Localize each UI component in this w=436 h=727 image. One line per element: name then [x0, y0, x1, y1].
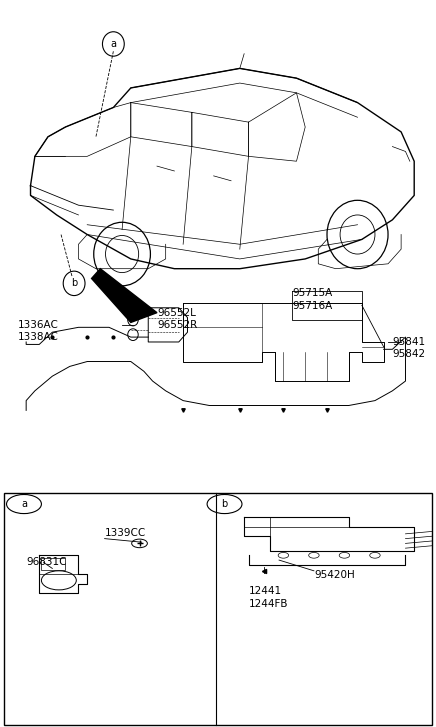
Text: 96831C: 96831C: [26, 558, 67, 568]
Text: 96552L
96552R: 96552L 96552R: [157, 308, 197, 330]
Text: a: a: [110, 39, 116, 49]
Text: 95841
95842: 95841 95842: [392, 337, 426, 359]
Polygon shape: [92, 269, 157, 323]
Text: b: b: [221, 499, 228, 509]
Text: 1339CC: 1339CC: [105, 528, 146, 538]
Text: 95420H: 95420H: [314, 570, 354, 579]
Text: 12441
1244FB: 12441 1244FB: [249, 586, 288, 608]
Text: b: b: [71, 278, 77, 289]
Text: a: a: [21, 499, 27, 509]
Text: 95715A
95716A: 95715A 95716A: [292, 288, 332, 310]
Text: 1336AC
1338AC: 1336AC 1338AC: [17, 320, 58, 342]
